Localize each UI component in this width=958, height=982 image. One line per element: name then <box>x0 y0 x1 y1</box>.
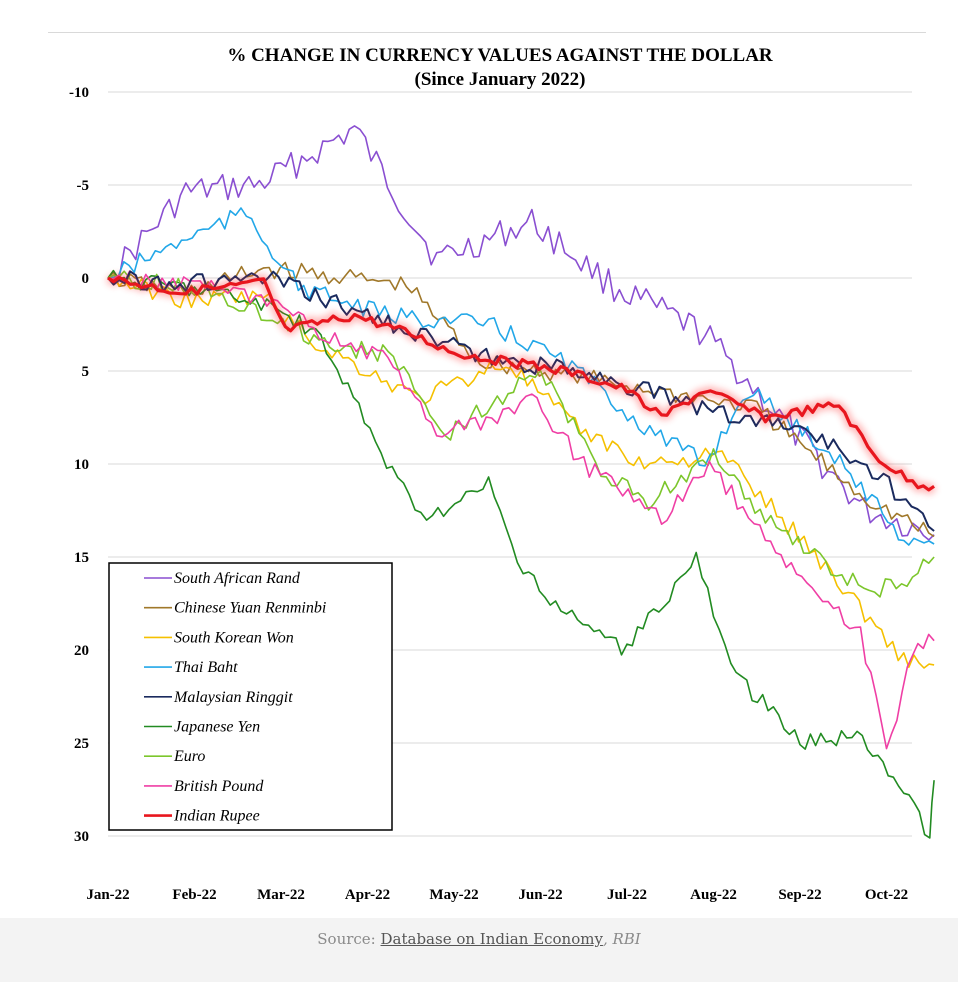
legend-label-chinese-yuan-renminbi: Chinese Yuan Renminbi <box>174 600 326 617</box>
x-tick-label: May-22 <box>429 887 478 903</box>
series-line-british-pound <box>107 270 935 750</box>
y-tick-label: 30 <box>74 829 89 845</box>
x-tick-label: Aug-22 <box>690 887 737 903</box>
legend-label-south-korean-won: South Korean Won <box>174 629 294 646</box>
x-tick-label: Jan-22 <box>86 887 129 903</box>
currency-chart: % CHANGE IN CURRENCY VALUES AGAINST THE … <box>69 45 937 903</box>
y-tick-label: 5 <box>82 364 90 380</box>
legend-label-euro: Euro <box>173 748 205 765</box>
chart-title: % CHANGE IN CURRENCY VALUES AGAINST THE … <box>227 45 773 66</box>
y-tick-label: 15 <box>74 550 89 566</box>
series-line-euro <box>107 270 935 598</box>
source-prefix: Source: <box>317 930 381 948</box>
source-caption: Source: Database on Indian Economy, RBI <box>0 930 958 948</box>
y-tick-label: -10 <box>69 85 89 101</box>
y-tick-label: 20 <box>74 643 89 659</box>
x-tick-label: Mar-22 <box>257 887 305 903</box>
series-line-japanese-yen <box>107 269 935 839</box>
legend-label-japanese-yen: Japanese Yen <box>174 719 260 736</box>
chart-subtitle: (Since January 2022) <box>415 69 586 90</box>
legend-label-thai-baht: Thai Baht <box>174 659 238 676</box>
legend-label-south-african-rand: South African Rand <box>174 570 301 587</box>
legend-label-malaysian-ringgit: Malaysian Ringgit <box>173 689 293 706</box>
y-tick-label: -5 <box>77 178 90 194</box>
x-tick-label: Jul-22 <box>607 887 647 903</box>
y-tick-label: 25 <box>74 736 89 752</box>
series-line-indian-rupee <box>107 276 935 492</box>
x-tick-label: Apr-22 <box>345 887 390 903</box>
top-divider <box>48 32 926 33</box>
indian-rupee-glow <box>105 273 937 495</box>
series-line-south-african-rand <box>107 125 935 541</box>
legend-label-indian-rupee: Indian Rupee <box>173 808 260 825</box>
footer <box>0 918 958 982</box>
source-suffix: , RBI <box>602 930 641 948</box>
series-line-thai-baht <box>107 207 935 546</box>
x-tick-label: Feb-22 <box>172 887 216 903</box>
y-tick-label: 0 <box>82 271 90 287</box>
source-link[interactable]: Database on Indian Economy <box>380 930 603 948</box>
x-tick-label: Oct-22 <box>865 887 908 903</box>
legend-label-british-pound: British Pound <box>174 778 264 795</box>
x-tick-label: Jun-22 <box>518 887 562 903</box>
y-tick-label: 10 <box>74 457 89 473</box>
x-tick-label: Sep-22 <box>778 887 821 903</box>
series-line-chinese-yuan-renminbi <box>107 261 935 538</box>
